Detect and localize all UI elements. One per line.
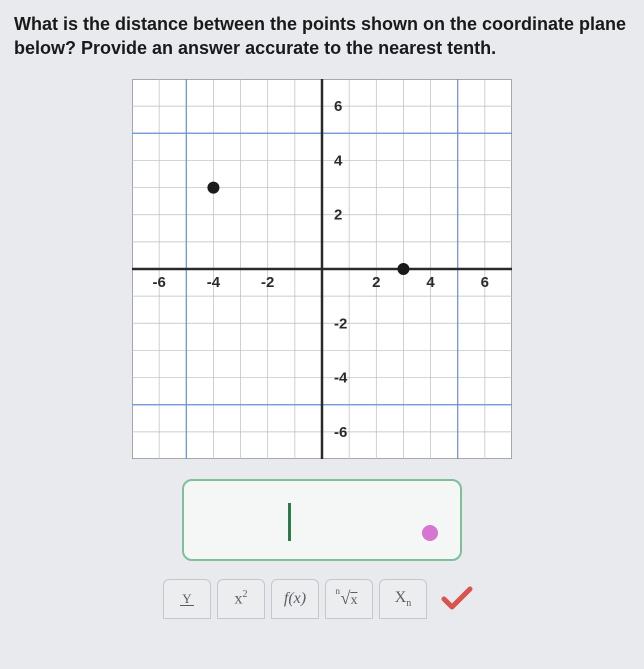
svg-text:-4: -4 xyxy=(207,274,221,291)
exp-base: x xyxy=(235,590,243,607)
checkmark-icon xyxy=(440,585,474,613)
fraction-button[interactable]: Y xyxy=(163,579,211,619)
exponent-button[interactable]: x2 xyxy=(217,579,265,619)
sub-base: X xyxy=(395,589,407,606)
text-cursor xyxy=(288,503,291,541)
svg-text:-6: -6 xyxy=(334,423,347,440)
svg-text:-2: -2 xyxy=(334,315,347,332)
svg-text:6: 6 xyxy=(334,98,342,115)
coordinate-plane: -6 -4 -2 2 4 6 6 4 2 -2 -4 -6 xyxy=(132,79,512,459)
svg-text:2: 2 xyxy=(334,206,342,223)
function-button[interactable]: f(x) xyxy=(271,579,319,619)
svg-text:4: 4 xyxy=(426,274,435,291)
root-button[interactable]: n√x xyxy=(325,579,373,619)
root-icon: n√x xyxy=(341,588,358,609)
svg-text:6: 6 xyxy=(481,274,489,291)
function-label: f(x) xyxy=(284,590,306,608)
record-indicator-icon xyxy=(422,525,438,541)
answer-container xyxy=(14,479,630,561)
fraction-numerator: Y xyxy=(180,592,193,606)
coordinate-plane-container: -6 -4 -2 2 4 6 6 4 2 -2 -4 -6 xyxy=(14,79,630,459)
svg-text:2: 2 xyxy=(372,274,380,291)
math-toolbar: Y x2 f(x) n√x Xn xyxy=(14,579,630,619)
svg-text:-2: -2 xyxy=(261,274,274,291)
subscript-button[interactable]: Xn xyxy=(379,579,427,619)
question-text: What is the distance between the points … xyxy=(14,12,630,61)
svg-text:-4: -4 xyxy=(334,369,348,386)
svg-text:-6: -6 xyxy=(152,274,165,291)
answer-input[interactable] xyxy=(182,479,462,561)
exp-power: 2 xyxy=(243,589,248,600)
svg-text:4: 4 xyxy=(334,152,343,169)
sub-index: n xyxy=(406,598,411,609)
check-button[interactable] xyxy=(433,579,481,619)
